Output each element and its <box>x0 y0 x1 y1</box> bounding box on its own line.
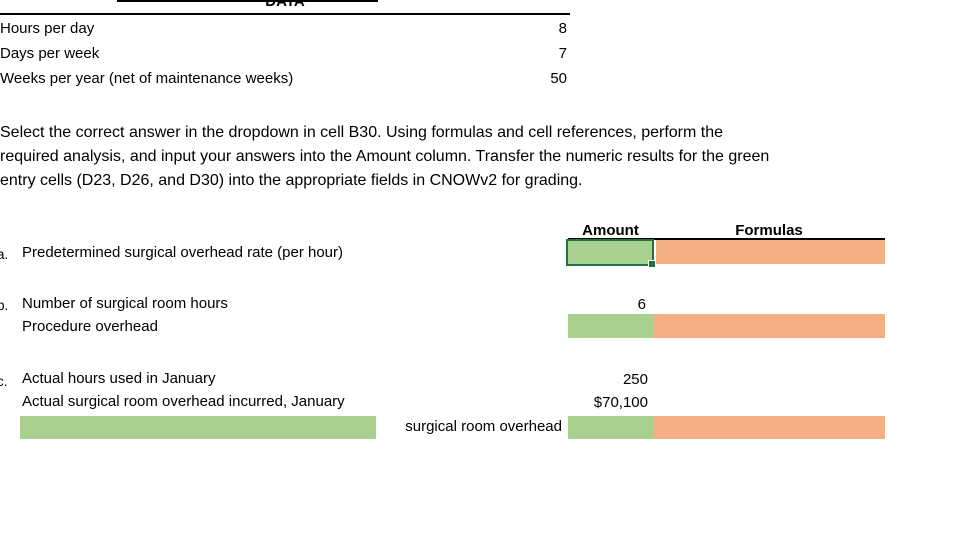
data-header-top-border <box>117 0 378 2</box>
surgical-room-overhead-suffix: surgical room overhead <box>405 418 562 435</box>
data-row: Days per week 7 <box>0 46 567 62</box>
row-b-label: Number of surgical room hours <box>22 295 228 312</box>
formulas-column-header: Formulas <box>735 222 803 239</box>
row-a-id: a. <box>0 247 9 262</box>
instructions-line: Select the correct answer in the dropdow… <box>0 124 724 141</box>
selection-fill-handle[interactable] <box>648 260 656 268</box>
row-c2-label: Actual surgical room overhead incurred, … <box>22 393 345 410</box>
row-a-amount-entry-cell-selected[interactable] <box>566 239 656 268</box>
data-row-label: Hours per day <box>0 20 95 37</box>
row-b-id: b. <box>0 298 9 313</box>
data-row-value: 8 <box>558 20 567 37</box>
data-header-underline <box>0 13 570 15</box>
row-c-overhead-incurred-value: $70,100 <box>593 394 648 411</box>
procedure-overhead-amount-entry-cell[interactable] <box>568 314 653 338</box>
data-row: Hours per day 8 <box>0 21 567 37</box>
data-row-value: 7 <box>558 45 567 62</box>
dropdown-answer-cell-b30[interactable] <box>20 416 376 439</box>
instructions-line: entry cells (D23, D26, and D30) into the… <box>0 172 583 189</box>
row-c-hours-value: 250 <box>622 371 648 388</box>
data-row-label: Weeks per year (net of maintenance weeks… <box>0 70 294 87</box>
data-row: Weeks per year (net of maintenance weeks… <box>0 71 567 87</box>
row-a-label: Predetermined surgical overhead rate (pe… <box>22 244 343 261</box>
procedure-overhead-formula-cell[interactable] <box>653 314 885 338</box>
row-c-formula-cell[interactable] <box>653 416 885 439</box>
instructions-line: required analysis, and input your answer… <box>0 148 770 165</box>
amount-column-header: Amount <box>582 222 639 239</box>
procedure-overhead-label: Procedure overhead <box>22 318 158 335</box>
row-c-amount-entry-cell[interactable] <box>568 416 653 439</box>
row-c-label: Actual hours used in January <box>22 370 216 387</box>
row-b-amount-value: 6 <box>637 296 646 313</box>
data-row-label: Days per week <box>0 45 100 62</box>
data-table-title: DATA <box>265 0 305 10</box>
column-header-underline <box>568 238 885 240</box>
row-c-id: c. <box>0 374 8 389</box>
row-a-formula-cell[interactable] <box>656 240 885 264</box>
data-row-value: 50 <box>550 70 567 87</box>
